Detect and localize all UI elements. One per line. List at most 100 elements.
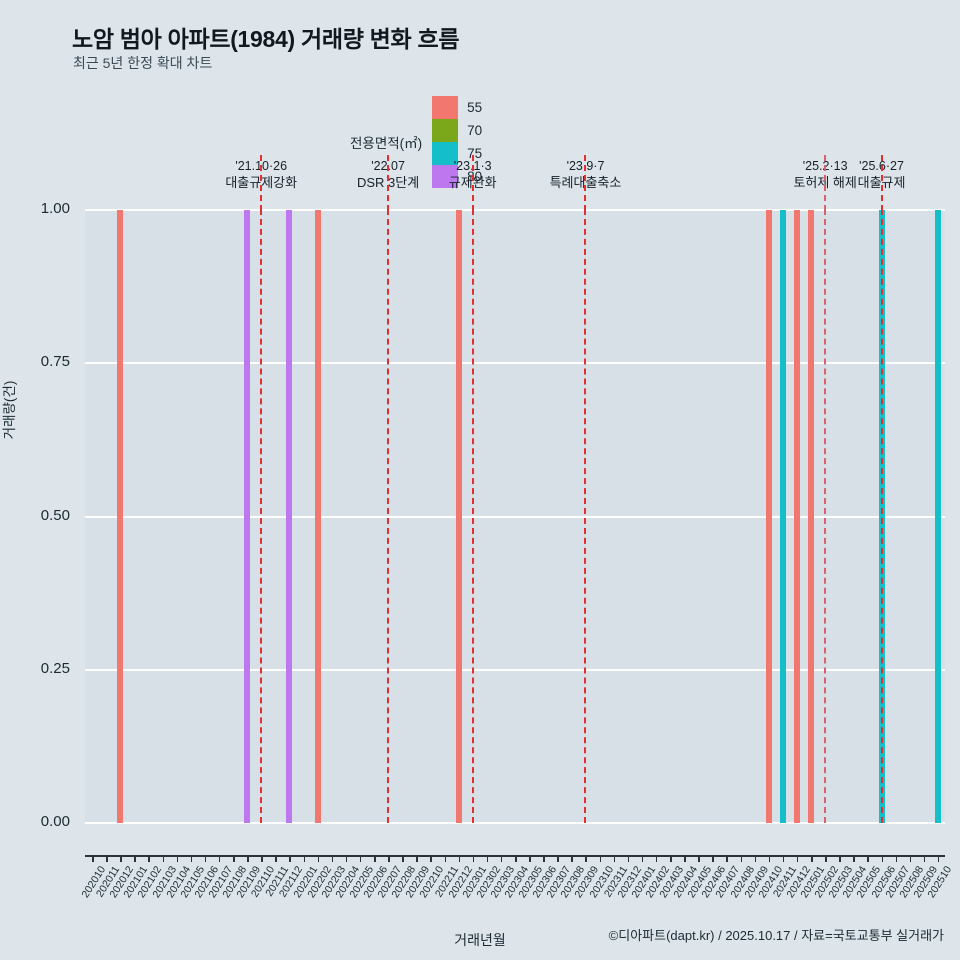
legend-item-80[interactable]: 80 xyxy=(432,165,498,188)
y-tick-label: 0.25 xyxy=(40,659,70,677)
x-tick-mark xyxy=(839,855,841,862)
annotation-line-stub xyxy=(880,155,883,211)
bar[interactable] xyxy=(117,210,124,823)
bar[interactable] xyxy=(779,210,786,823)
x-tick-mark xyxy=(937,855,940,862)
y-tick-label: 0.50 xyxy=(40,506,70,524)
legend-title: 전용면적(㎡) xyxy=(350,136,423,151)
x-tick-mark xyxy=(162,855,165,862)
x-tick-mark xyxy=(613,855,616,862)
x-tick-mark xyxy=(825,855,827,862)
page-title: 노암 범아 아파트(1984) 거래량 변화 흐름 xyxy=(72,26,460,52)
x-tick-mark xyxy=(134,855,136,862)
x-tick-mark xyxy=(92,855,94,862)
bar[interactable] xyxy=(793,210,800,823)
annotation-line xyxy=(387,209,390,823)
x-tick-mark xyxy=(472,855,475,862)
bar[interactable] xyxy=(286,210,293,823)
annotation-line-stub xyxy=(824,155,827,211)
x-tick-mark xyxy=(331,855,334,862)
x-tick-mark xyxy=(853,855,855,862)
x-tick-mark xyxy=(782,855,785,862)
x-tick-mark xyxy=(754,855,757,862)
x-tick-mark xyxy=(148,855,150,862)
x-tick-mark xyxy=(585,855,587,862)
y-tick-label: 0.75 xyxy=(40,353,70,371)
gridline-1.00 xyxy=(85,209,945,211)
legend-item-55[interactable]: 55 xyxy=(432,96,498,119)
x-tick-mark xyxy=(176,855,179,862)
chart-legend: 전용면적(㎡) 55 70 75 80 xyxy=(350,96,502,188)
legend-label-75: 75 xyxy=(467,146,483,161)
x-tick-mark xyxy=(768,855,771,862)
x-tick-mark xyxy=(712,855,714,862)
annotation-line-stub xyxy=(471,155,474,211)
x-tick-mark xyxy=(557,855,559,862)
gridline-0.75 xyxy=(85,362,945,365)
x-tick-mark xyxy=(500,855,503,862)
plot-area xyxy=(85,209,945,824)
x-tick-mark xyxy=(233,855,235,862)
x-tick-mark xyxy=(402,855,404,862)
x-tick-mark xyxy=(289,855,291,862)
annotation-line xyxy=(260,209,263,823)
legend-swatch-70-icon xyxy=(432,119,459,142)
x-tick-mark xyxy=(811,855,813,862)
x-tick-mark xyxy=(740,855,743,862)
x-tick-mark xyxy=(190,855,193,862)
x-tick-mark xyxy=(627,855,630,862)
y-tick-label: 0.00 xyxy=(40,813,70,830)
x-tick-mark xyxy=(641,855,644,862)
bar[interactable] xyxy=(765,210,772,823)
annotation-line xyxy=(824,209,827,823)
footer-credit: ©디아파트(dapt.kr) / 2025.10.17 / 자료=국토교통부 실… xyxy=(608,928,944,943)
x-tick-mark xyxy=(303,855,306,862)
page-subtitle: 최근 5년 한정 확대 차트 xyxy=(73,55,213,71)
x-tick-mark xyxy=(684,855,686,862)
bar[interactable] xyxy=(934,210,941,823)
annotation-line-stub xyxy=(260,155,263,211)
x-tick-mark xyxy=(881,855,884,862)
annotation-line xyxy=(584,209,587,823)
x-tick-mark xyxy=(458,855,461,862)
legend-label-55: 55 xyxy=(467,100,483,115)
annotation-line xyxy=(880,209,883,823)
x-tick-mark xyxy=(374,855,376,862)
x-tick-mark xyxy=(515,855,517,862)
legend-swatch-75-icon xyxy=(432,142,459,165)
x-tick-mark xyxy=(247,855,249,862)
x-tick-mark xyxy=(261,855,263,862)
legend-item-75[interactable]: 75 xyxy=(432,142,498,165)
x-tick-mark xyxy=(529,855,531,862)
x-tick-mark xyxy=(444,855,446,862)
annotation-line-stub xyxy=(584,155,587,211)
legend-label-80: 80 xyxy=(467,169,483,184)
x-tick-mark xyxy=(543,855,545,862)
bar[interactable] xyxy=(455,210,462,823)
x-tick-mark xyxy=(726,855,728,862)
x-tick-mark xyxy=(106,855,108,862)
x-tick-mark xyxy=(317,855,320,862)
bar[interactable] xyxy=(314,210,321,823)
y-tick-label: 1.00 xyxy=(40,200,70,217)
x-tick-mark xyxy=(204,855,207,862)
x-tick-mark xyxy=(359,855,362,862)
x-tick-mark xyxy=(923,855,926,862)
x-tick-mark xyxy=(416,855,418,862)
legend-swatch-80-icon xyxy=(432,165,459,188)
x-tick-mark xyxy=(218,855,221,862)
bar[interactable] xyxy=(808,210,815,823)
x-tick-mark xyxy=(895,855,898,862)
x-tick-mark xyxy=(388,855,390,862)
y-axis-title: 거래량(건) xyxy=(2,380,17,440)
gridline-0.00 xyxy=(85,822,945,824)
legend-label-70: 70 xyxy=(467,123,483,138)
x-tick-mark xyxy=(599,855,602,862)
legend-item-70[interactable]: 70 xyxy=(432,119,498,142)
x-tick-mark xyxy=(486,855,489,862)
x-tick-mark xyxy=(571,855,573,862)
x-tick-mark xyxy=(430,855,432,862)
x-tick-mark xyxy=(345,855,348,862)
bar[interactable] xyxy=(244,210,251,823)
gridline-0.50 xyxy=(85,515,945,518)
